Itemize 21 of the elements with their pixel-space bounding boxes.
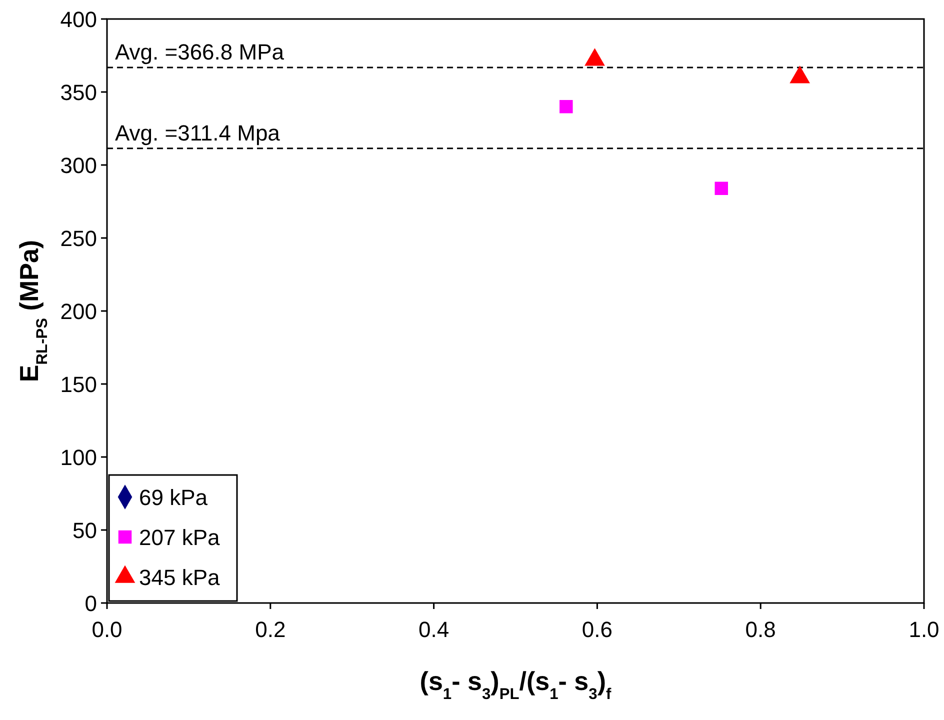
y-tick-label: 150 [60, 372, 97, 397]
ref-line-label: Avg. =366.8 MPa [115, 39, 285, 64]
legend-label: 69 kPa [139, 485, 208, 510]
y-tick-label: 0 [84, 591, 97, 616]
y-tick-label: 350 [60, 80, 97, 105]
y-tick-label: 100 [60, 445, 97, 470]
y-tick-label: 200 [60, 299, 97, 324]
x-tick-label: 0.0 [92, 617, 122, 642]
ref-line-label: Avg. =311.4 Mpa [115, 120, 281, 146]
x-tick-label: 0.4 [418, 617, 450, 642]
x-tick-label: 0.6 [582, 617, 612, 642]
y-tick-label: 250 [60, 226, 97, 251]
x-tick-label: 1.0 [908, 617, 940, 642]
legend-label: 207 kPa [139, 525, 220, 550]
legend-label: 345 kPa [139, 565, 220, 590]
y-tick-label: 300 [60, 153, 97, 178]
x-tick-label: 0.2 [255, 617, 286, 642]
y-tick-label: 50 [72, 518, 97, 543]
y-tick-label: 400 [60, 7, 97, 32]
x-tick-label: 0.8 [745, 617, 776, 642]
text: (s$_{1}$- s$_{3}$)$_{PL}$/(s$_{1}$- s$_{3}$)$_{f}$ [420, 666, 612, 702]
